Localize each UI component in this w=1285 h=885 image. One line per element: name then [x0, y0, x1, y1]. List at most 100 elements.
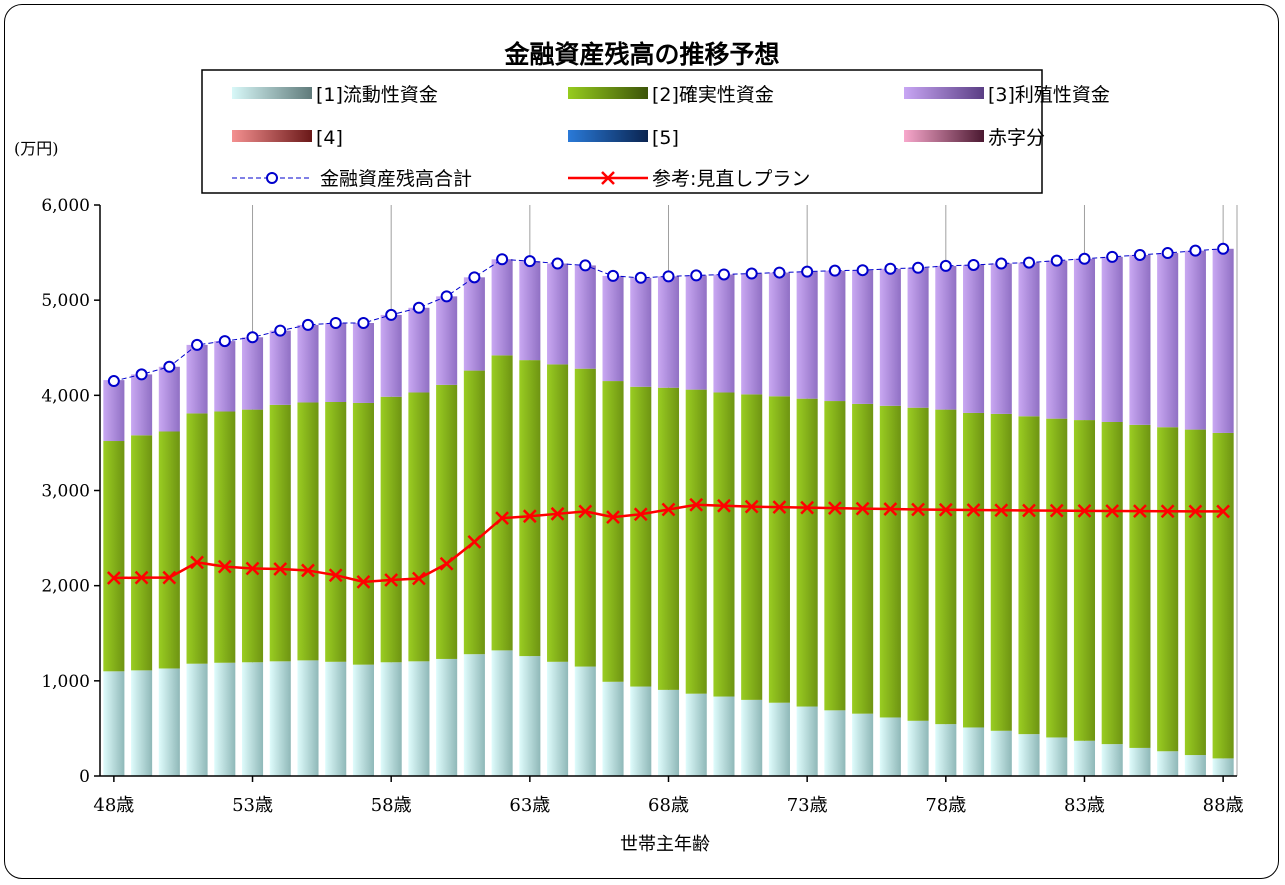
bar-s3: [935, 265, 957, 410]
bar-s2: [935, 409, 957, 725]
point-plan: [522, 509, 537, 524]
x-tick-label: 88歳: [1203, 795, 1244, 816]
bar-s1: [1184, 755, 1206, 776]
point-plan: [1077, 503, 1092, 518]
bar-s2: [463, 370, 485, 655]
bar-s1: [1046, 737, 1068, 776]
bar-s1: [1157, 751, 1179, 776]
point-plan: [883, 502, 898, 516]
point-plan: [106, 571, 121, 585]
y-axis-unit-label: (万円): [14, 139, 59, 158]
point-total: [385, 308, 398, 321]
point-total: [912, 261, 925, 274]
point-total: [773, 266, 786, 279]
bar-s1: [241, 662, 264, 776]
point-plan: [994, 503, 1009, 518]
y-tick-label: 4,000: [41, 386, 90, 406]
legend-label-s1: [1]流動性資金: [316, 84, 438, 106]
bar-s2: [241, 409, 264, 663]
bar-s3: [768, 272, 790, 397]
point-total: [107, 375, 120, 388]
bar-s1: [796, 706, 818, 776]
bar-s1: [1018, 734, 1040, 776]
bar-s2: [158, 431, 180, 669]
bar-s3: [879, 268, 901, 406]
bar-s3: [297, 324, 319, 403]
point-total: [1106, 250, 1119, 263]
bar-s2: [824, 401, 846, 711]
bar-s3: [131, 374, 153, 436]
bar-s3: [1073, 258, 1096, 421]
point-plan: [717, 498, 731, 513]
point-total: [1023, 256, 1036, 269]
bar-s2: [796, 398, 818, 707]
point-plan: [1049, 503, 1064, 518]
bar-s2: [325, 401, 347, 662]
bar-s2: [907, 407, 929, 721]
bar-s3: [352, 323, 374, 403]
x-tick-label: 63歳: [509, 795, 550, 816]
bar-s1: [436, 658, 458, 776]
bar-s3: [741, 273, 763, 395]
bar-s1: [990, 730, 1012, 776]
point-plan: [273, 562, 288, 576]
point-total: [884, 262, 897, 275]
bar-s2: [1018, 416, 1040, 735]
bar-s1: [713, 696, 735, 776]
point-plan: [1216, 504, 1231, 519]
x-tick-label: 53歳: [232, 795, 273, 816]
point-total: [1161, 247, 1174, 260]
bar-s3: [436, 296, 458, 385]
bar-s1: [214, 662, 236, 776]
bar-s2: [963, 412, 985, 728]
bar-s3: [657, 276, 680, 388]
x-tick-label: 73歳: [787, 795, 828, 816]
bar-s2: [297, 402, 319, 661]
point-total: [357, 317, 370, 330]
bar-s3: [1212, 248, 1234, 433]
bar-s3: [325, 323, 347, 402]
legend-swatch-s4: [232, 130, 312, 142]
bar-s2: [741, 394, 763, 700]
point-total: [218, 335, 231, 348]
point-plan: [356, 574, 371, 589]
bar-s2: [1184, 429, 1206, 756]
point-plan: [661, 502, 676, 517]
bar-s2: [1157, 427, 1179, 752]
bar-s2: [269, 404, 291, 662]
bar-s3: [630, 277, 652, 387]
bar-s2: [602, 381, 624, 682]
bar-s1: [463, 654, 485, 776]
point-total: [191, 338, 204, 351]
point-total: [634, 271, 647, 284]
point-total: [551, 257, 564, 270]
bar-s1: [741, 699, 763, 776]
x-tick-label: 58歳: [371, 795, 412, 816]
bar-s3: [963, 264, 985, 413]
point-total: [662, 270, 675, 283]
legend-label-s5: [5]: [652, 127, 679, 149]
bar-s2: [436, 384, 458, 659]
bar-s2: [630, 386, 652, 687]
bar-s1: [380, 662, 402, 776]
y-tick-label: 2,000: [41, 577, 90, 597]
bar-s1: [768, 702, 790, 776]
point-total: [717, 268, 730, 281]
legend: [1]流動性資金 [2]確実性資金 [3]利殖性資金 [4] [5] 赤字分 金…: [201, 69, 1110, 194]
point-total: [801, 265, 814, 278]
bar-s1: [325, 661, 347, 776]
bar-s2: [990, 413, 1012, 731]
point-total: [579, 259, 592, 272]
point-plan: [1133, 504, 1147, 519]
bar-s3: [241, 337, 264, 410]
point-plan: [633, 507, 648, 522]
bar-s1: [269, 661, 291, 776]
bar-s2: [1073, 420, 1096, 741]
bar-s1: [963, 727, 985, 776]
x-tick-label: 78歳: [925, 795, 966, 816]
bar-s3: [1101, 256, 1123, 422]
bar-s2: [214, 411, 236, 663]
point-total: [607, 269, 620, 282]
point-plan: [911, 502, 925, 517]
